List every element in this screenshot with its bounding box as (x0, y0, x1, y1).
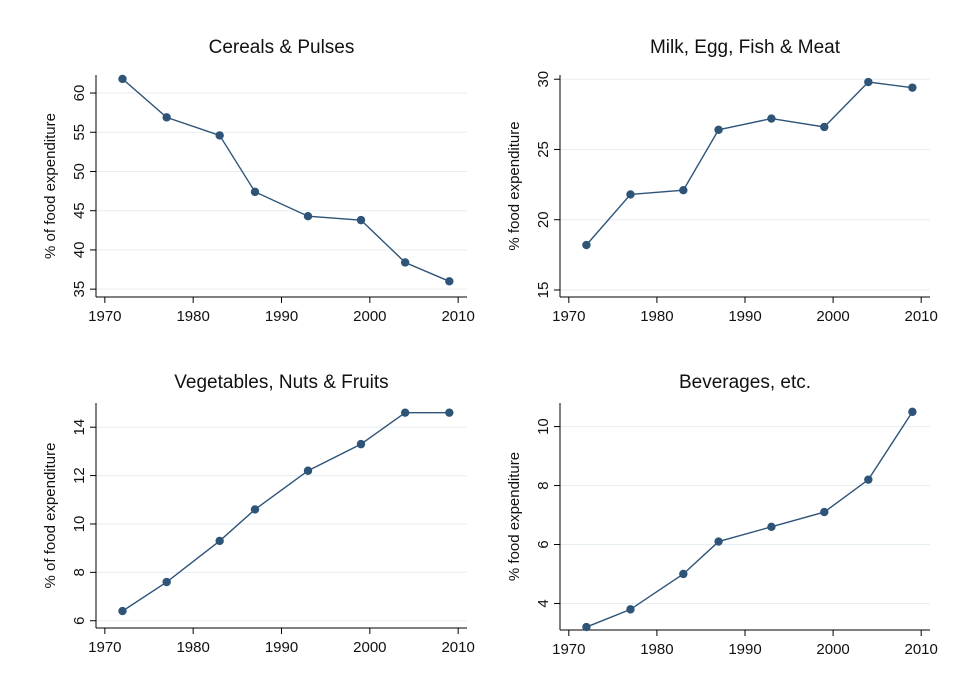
data-line (586, 411, 913, 628)
data-point (445, 408, 454, 417)
y-tick-label: 35 (71, 281, 88, 298)
data-point (162, 113, 171, 122)
x-tick-label: 1980 (176, 308, 209, 325)
x-tick-label: 1990 (265, 639, 298, 656)
chart-title: Milk, Egg, Fish & Meat (650, 37, 841, 58)
x-tick-label: 1990 (728, 308, 761, 325)
y-tick-label: 15 (535, 282, 552, 299)
chart-title: Beverages, etc. (679, 372, 811, 393)
data-point (303, 212, 313, 221)
y-tick-label: 6 (71, 617, 88, 625)
y-axis-label: % of food expenditure (42, 443, 59, 589)
x-tick-label: 2010 (905, 641, 938, 658)
data-point (215, 131, 224, 140)
y-axis-label: % food expenditure (506, 452, 523, 581)
x-tick-label: 2010 (441, 639, 474, 656)
x-tick-label: 1990 (728, 641, 761, 658)
data-point (626, 605, 635, 614)
y-tick-label: 30 (535, 71, 552, 88)
data-point (767, 114, 776, 123)
data-point (118, 606, 127, 616)
data-point (162, 577, 171, 587)
y-tick-label: 50 (71, 163, 88, 180)
data-point (714, 537, 723, 546)
x-tick-label: 2000 (353, 639, 386, 656)
y-axis-label: % food expenditure (506, 121, 523, 250)
data-point (215, 536, 224, 546)
data-point (626, 190, 635, 199)
y-tick-label: 45 (71, 202, 88, 219)
y-axis-label: % of food expenditure (42, 113, 59, 259)
data-point (582, 240, 591, 250)
data-point (679, 569, 688, 579)
y-tick-label: 55 (71, 124, 88, 141)
data-point (864, 475, 873, 484)
data-point (356, 439, 366, 449)
data-point (908, 83, 917, 92)
y-tick-label: 8 (71, 568, 88, 576)
data-point (864, 77, 873, 87)
x-tick-label: 1970 (88, 639, 121, 656)
x-tick-label: 2010 (905, 308, 938, 325)
y-tick-label: 6 (535, 540, 552, 548)
data-point (303, 466, 313, 475)
y-tick-label: 25 (535, 141, 552, 158)
x-tick-label: 2000 (353, 308, 386, 325)
data-point (400, 258, 410, 267)
chart-title: Vegetables, Nuts & Fruits (174, 372, 388, 393)
data-point (400, 408, 410, 417)
x-tick-label: 1970 (552, 641, 585, 658)
data-point (679, 186, 688, 195)
x-tick-label: 2010 (441, 308, 474, 325)
x-tick-label: 1990 (265, 308, 298, 325)
chart-title: Cereals & Pulses (209, 37, 355, 58)
x-tick-label: 1980 (176, 639, 209, 656)
x-tick-label: 1970 (88, 308, 121, 325)
y-tick-label: 14 (71, 419, 88, 436)
y-tick-label: 10 (71, 516, 88, 533)
y-tick-label: 4 (535, 599, 552, 607)
data-point (356, 215, 366, 225)
data-point (820, 507, 829, 517)
x-tick-label: 1970 (552, 308, 585, 325)
data-point (714, 125, 723, 134)
data-point (250, 505, 260, 514)
x-tick-label: 2000 (816, 641, 849, 658)
data-line (585, 81, 913, 246)
y-tick-label: 12 (71, 467, 88, 484)
data-point (908, 407, 917, 417)
data-point (582, 622, 591, 632)
data-point (250, 187, 260, 197)
data-point (118, 74, 127, 84)
y-tick-label: 60 (71, 85, 88, 102)
data-point (820, 122, 829, 132)
y-tick-label: 40 (71, 242, 88, 259)
x-tick-label: 1980 (640, 641, 673, 658)
x-tick-label: 1980 (640, 308, 673, 325)
y-tick-label: 10 (535, 418, 552, 435)
data-point (445, 277, 454, 286)
x-tick-label: 2000 (816, 308, 849, 325)
data-line (122, 78, 450, 282)
data-point (767, 522, 776, 532)
y-tick-label: 8 (535, 481, 552, 489)
y-tick-label: 20 (535, 211, 552, 228)
data-line (122, 411, 450, 612)
